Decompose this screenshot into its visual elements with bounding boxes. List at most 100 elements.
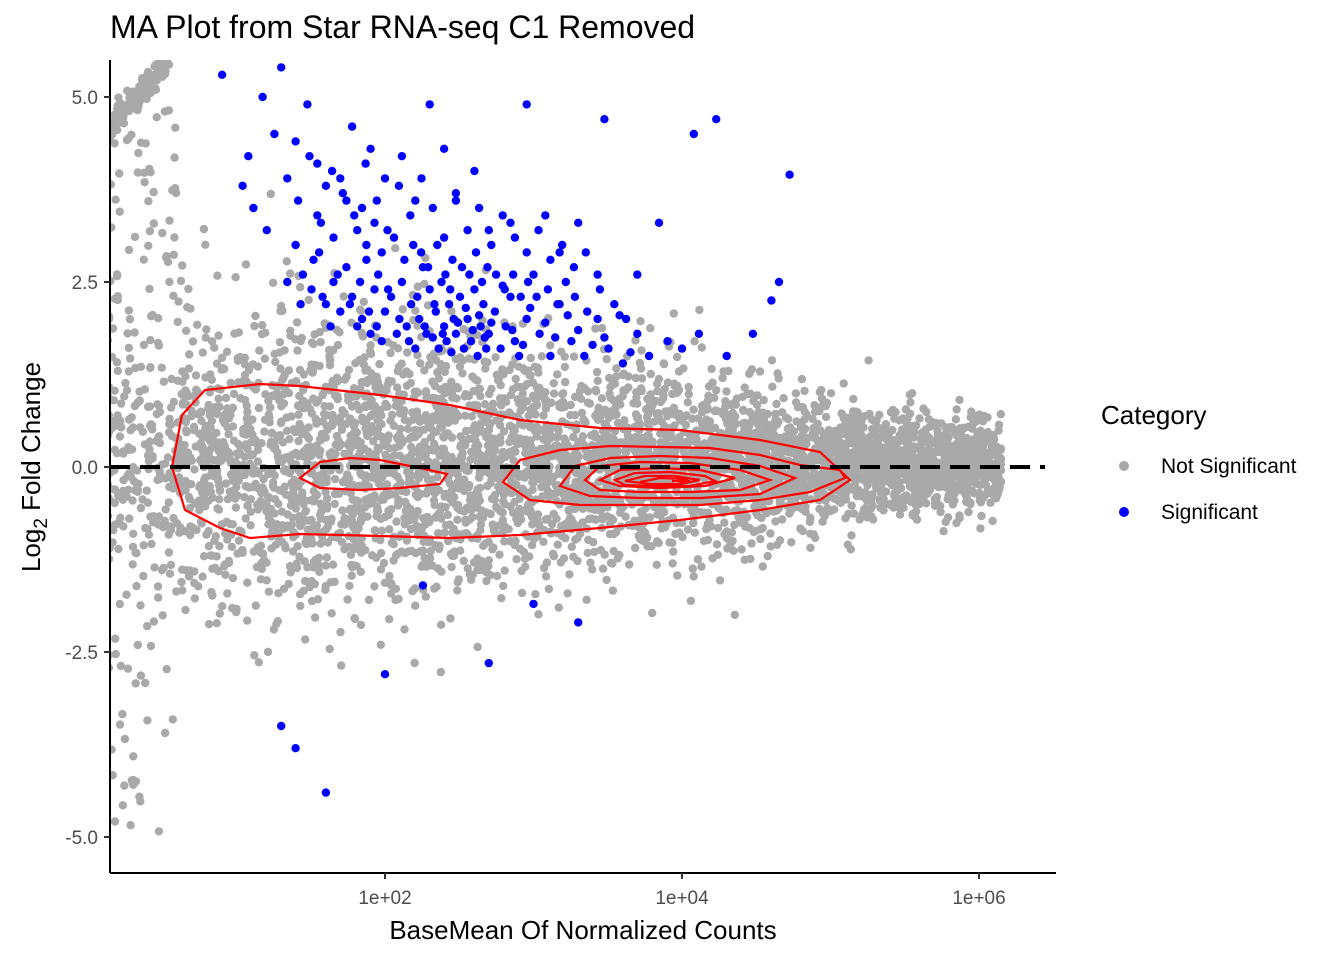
not-significant-point [154, 593, 163, 602]
not-significant-point [375, 359, 384, 369]
not-significant-point [646, 390, 655, 399]
not-significant-point [224, 556, 234, 566]
not-significant-point [322, 553, 331, 562]
not-significant-point [136, 423, 145, 432]
not-significant-point [147, 539, 156, 549]
not-significant-point [813, 419, 822, 429]
not-significant-point [482, 427, 492, 436]
not-significant-point [322, 504, 332, 513]
not-significant-point [178, 565, 187, 574]
not-significant-point [111, 634, 120, 643]
not-significant-point [484, 537, 493, 547]
not-significant-point [186, 522, 195, 531]
not-significant-point [777, 408, 787, 417]
not-significant-point [246, 495, 255, 504]
not-significant-point [322, 494, 332, 503]
not-significant-point [111, 324, 118, 333]
not-significant-point [917, 481, 926, 490]
not-significant-point [139, 571, 148, 581]
not-significant-point [518, 403, 528, 412]
not-significant-point [136, 601, 145, 610]
not-significant-point [713, 523, 723, 533]
not-significant-point [629, 399, 638, 408]
not-significant-point [602, 354, 611, 364]
not-significant-point [141, 523, 150, 533]
not-significant-point [233, 449, 242, 458]
not-significant-point [486, 509, 495, 519]
not-significant-point [215, 485, 225, 495]
not-significant-point [699, 536, 709, 546]
not-significant-point [834, 454, 843, 464]
not-significant-point [114, 491, 123, 501]
not-significant-point [703, 523, 712, 532]
not-significant-point [416, 450, 426, 460]
not-significant-point [499, 581, 508, 591]
not-significant-point [740, 383, 749, 392]
not-significant-point [213, 271, 222, 280]
not-significant-point [910, 492, 919, 501]
not-significant-point [870, 449, 880, 458]
not-significant-point [254, 658, 264, 667]
not-significant-point [810, 401, 819, 410]
not-significant-point [486, 479, 495, 488]
not-significant-point [120, 734, 130, 744]
not-significant-point [575, 386, 585, 396]
not-significant-point [380, 441, 389, 450]
not-significant-point [190, 578, 199, 588]
not-significant-point [267, 437, 276, 446]
not-significant-point [772, 399, 781, 409]
not-significant-point [243, 616, 252, 625]
not-significant-point [444, 418, 453, 427]
not-significant-point [643, 419, 652, 428]
not-significant-point [228, 422, 238, 431]
not-significant-point [753, 391, 762, 400]
not-significant-point [537, 352, 546, 361]
not-significant-point [219, 562, 229, 571]
not-significant-point [328, 417, 338, 426]
not-significant-point [365, 347, 375, 356]
not-significant-point [328, 560, 338, 569]
not-significant-point [149, 187, 158, 197]
not-significant-point [217, 353, 227, 362]
not-significant-point [722, 387, 731, 396]
not-significant-point [861, 411, 870, 421]
not-significant-point [318, 389, 328, 399]
not-significant-point [234, 536, 244, 545]
not-significant-point [475, 421, 484, 431]
not-significant-point [386, 581, 396, 590]
not-significant-point [139, 255, 148, 264]
not-significant-point [200, 475, 209, 485]
not-significant-point [301, 635, 310, 644]
not-significant-point [911, 500, 920, 509]
not-significant-point [127, 413, 136, 422]
not-significant-point [251, 601, 260, 610]
not-significant-point [422, 489, 431, 498]
not-significant-point [310, 613, 320, 622]
not-significant-point [740, 443, 749, 452]
not-significant-point [334, 489, 344, 498]
not-significant-point [962, 485, 972, 495]
not-significant-point [419, 514, 428, 523]
not-significant-point [737, 545, 746, 554]
not-significant-point [806, 543, 815, 552]
not-significant-point [376, 548, 386, 558]
not-significant-point [301, 507, 310, 516]
not-significant-point [304, 434, 313, 443]
not-significant-point [533, 388, 543, 397]
not-significant-point [384, 491, 393, 500]
not-significant-point [583, 398, 593, 407]
not-significant-point [124, 485, 133, 494]
not-significant-point [321, 561, 330, 570]
not-significant-point [320, 402, 329, 411]
not-significant-point [148, 454, 157, 463]
not-significant-point [111, 817, 120, 826]
not-significant-point [916, 452, 926, 461]
not-significant-point [589, 432, 599, 441]
not-significant-point [544, 584, 554, 594]
not-significant-point [868, 490, 877, 499]
not-significant-point [115, 599, 125, 609]
not-significant-point [199, 552, 209, 561]
not-significant-point [992, 442, 1001, 451]
not-significant-point [618, 370, 627, 380]
not-significant-point [205, 411, 214, 420]
